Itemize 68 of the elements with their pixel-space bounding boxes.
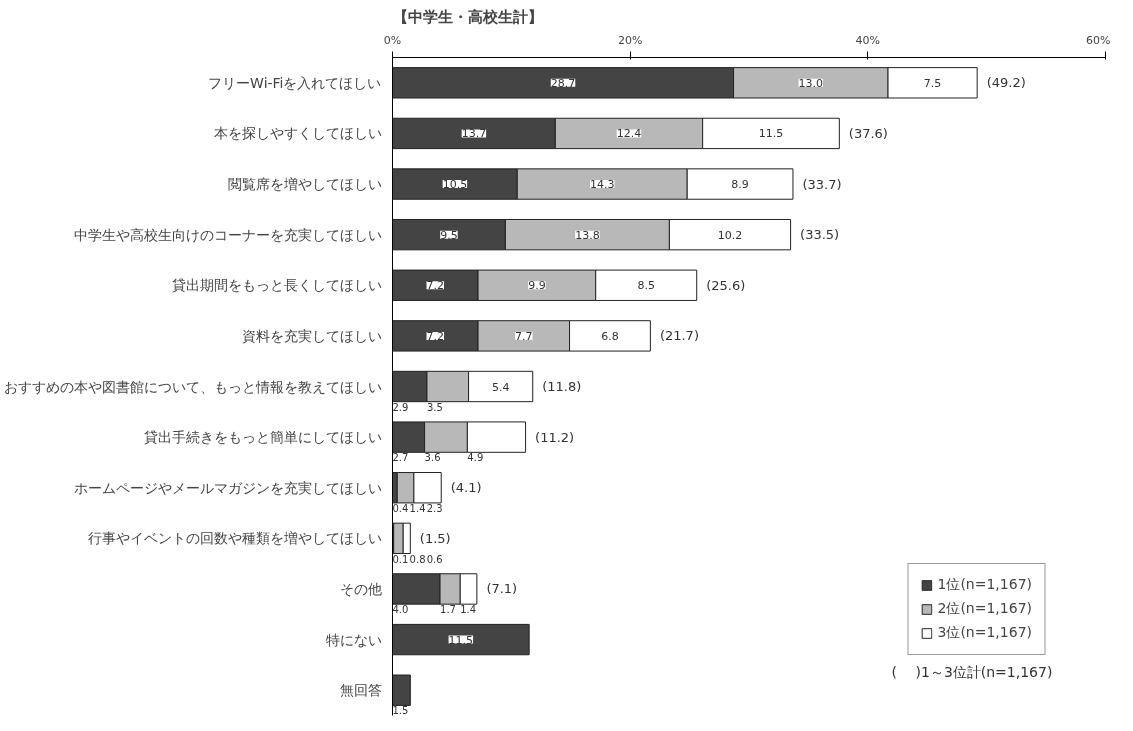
x-tick-label: 60% xyxy=(1086,33,1111,47)
y-tick-label: 貸出期間をもっと長くしてほしい xyxy=(171,277,382,294)
chart-title: 【中学生・高校生計】 xyxy=(392,7,543,26)
data-label: 8.5 xyxy=(637,279,655,293)
data-label: 7.5 xyxy=(923,76,942,90)
data-label: 7.2 xyxy=(426,279,445,293)
data-label: 14.3 xyxy=(589,178,615,192)
data-label: 0.4 xyxy=(392,502,409,514)
data-label: 0.8 xyxy=(409,553,426,565)
data-label: 3.5 xyxy=(426,401,443,413)
data-label: 1.5 xyxy=(392,705,409,717)
y-tick-label: 行事やイベントの回数や種類を増やしてほしい xyxy=(87,530,382,547)
x-tick-label: 40% xyxy=(855,33,881,47)
data-label: 0.6 xyxy=(426,553,443,565)
data-label: 13.7 xyxy=(461,127,487,141)
x-tick-label: 0% xyxy=(383,33,402,47)
data-label: 13.8 xyxy=(575,228,600,242)
y-tick-label: フリーWi-Fiを入れてほしい xyxy=(208,74,382,91)
data-label: 8.9 xyxy=(731,178,749,192)
data-label: 9.9 xyxy=(528,279,546,293)
data-label: 12.4 xyxy=(616,127,642,141)
data-label: 4.0 xyxy=(392,604,409,616)
y-tick-label: 中学生や高校生向けのコーナーを充実してほしい xyxy=(73,226,382,243)
total-label: (33.5) xyxy=(800,227,840,243)
legend-label: 1位(n=1,167) xyxy=(937,576,1032,594)
total-label: (7.1) xyxy=(486,581,518,597)
total-label: (1.5) xyxy=(419,530,451,546)
y-tick-label: 無回答 xyxy=(339,682,382,699)
data-label: 1.7 xyxy=(440,604,456,616)
legend-label: 2位(n=1,167) xyxy=(937,600,1032,618)
total-label: (11.8) xyxy=(542,379,582,394)
data-label: 1.4 xyxy=(409,502,426,514)
data-label: 7.7 xyxy=(515,329,533,343)
data-label: 4.9 xyxy=(467,452,484,464)
x-tick-label: 20% xyxy=(617,33,643,47)
total-label: (33.7) xyxy=(802,176,842,192)
y-tick-label: 本を探しやすくしてほしい xyxy=(213,125,382,142)
data-label: 0.1 xyxy=(392,553,409,565)
data-label: 2.3 xyxy=(426,502,443,514)
y-tick-label: 閲覧席を増やしてほしい xyxy=(227,176,382,193)
y-tick-label: ホームページやメールマガジンを充実してほしい xyxy=(73,479,382,496)
data-label: 2.9 xyxy=(392,401,409,413)
legend-label: 3位(n=1,167) xyxy=(937,624,1032,642)
total-label: (37.6) xyxy=(848,125,888,141)
total-label: (49.2) xyxy=(986,75,1026,91)
y-tick-label: その他 xyxy=(339,580,382,597)
data-label: 11.5 xyxy=(758,127,784,141)
y-tick-label: おすすめの本や図書館について、もっと情報を教えてほしい xyxy=(3,378,382,395)
data-label: 10.2 xyxy=(717,228,743,242)
total-label: (25.6) xyxy=(706,277,746,293)
data-label: 9.5 xyxy=(440,228,458,242)
annotation: ( )1～3位計(n=1,167) xyxy=(891,664,1053,681)
y-tick-label: 資料を充実してほしい xyxy=(241,327,382,344)
data-label: 6.8 xyxy=(601,329,619,343)
total-label: (21.7) xyxy=(659,328,699,344)
data-label: 11.5 xyxy=(448,633,474,647)
total-label: (11.2) xyxy=(535,429,575,445)
data-label: 2.7 xyxy=(392,452,409,464)
data-label: 13.0 xyxy=(798,76,824,90)
data-label: 7.2 xyxy=(426,329,445,343)
data-label: 10.5 xyxy=(442,178,468,192)
total-label: (4.1) xyxy=(450,480,482,496)
data-label: 3.6 xyxy=(424,452,441,464)
data-label: 1.4 xyxy=(460,604,477,616)
data-label: 5.4 xyxy=(491,380,510,394)
data-label: 28.7 xyxy=(550,76,576,90)
y-tick-label: 貸出手続きをもっと簡単にしてほしい xyxy=(143,429,382,446)
y-tick-label: 特にない xyxy=(325,631,382,648)
